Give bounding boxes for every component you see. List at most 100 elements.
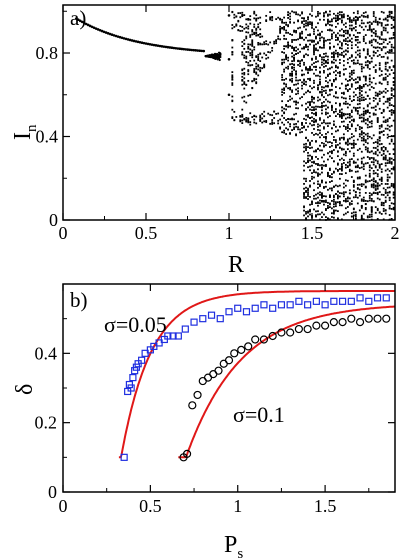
- chaos-point: [253, 10, 256, 13]
- chaos-point: [267, 51, 270, 53]
- chaos-point: [340, 82, 343, 85]
- chaos-point: [321, 122, 323, 125]
- chaos-point: [340, 120, 343, 123]
- chaos-point: [283, 107, 286, 110]
- chaos-point: [366, 142, 369, 145]
- chaos-point: [325, 137, 327, 140]
- chaos-point: [335, 69, 337, 72]
- chaos-point: [315, 202, 317, 205]
- chaos-point: [289, 72, 291, 75]
- chaos-point: [303, 177, 305, 180]
- chaos-point: [366, 216, 369, 219]
- chaos-point: [386, 133, 389, 136]
- chaos-point: [327, 106, 329, 109]
- chaos-point: [305, 22, 307, 25]
- chaos-point: [333, 111, 335, 114]
- chaos-point: [313, 182, 315, 185]
- chaos-point: [287, 25, 289, 28]
- chaos-point: [261, 67, 264, 70]
- chaos-point: [362, 107, 365, 110]
- chaos-point: [374, 52, 377, 54]
- chaos-point: [331, 127, 333, 130]
- chaos-point: [356, 87, 359, 89]
- chaos-point: [360, 67, 363, 70]
- chaos-point: [327, 188, 329, 191]
- chaos-point: [368, 121, 371, 124]
- chaos-point: [378, 184, 381, 187]
- chaos-point: [293, 21, 295, 24]
- chaos-point: [358, 183, 361, 186]
- chaos-point: [313, 86, 315, 89]
- chaos-point: [331, 84, 333, 87]
- chaos-point: [344, 117, 347, 120]
- chaos-point: [273, 117, 276, 119]
- chaos-point: [350, 158, 353, 160]
- chaos-point: [289, 44, 291, 47]
- chaos-point: [313, 194, 315, 197]
- chaos-point: [374, 71, 377, 73]
- chaos-point: [354, 215, 357, 218]
- chaos-point: [356, 62, 359, 65]
- chaos-point: [287, 31, 289, 34]
- chaos-point: [241, 29, 244, 32]
- chaos-point: [331, 176, 333, 179]
- chaos-point: [346, 47, 349, 50]
- chaos-point: [366, 132, 369, 135]
- chaos-point: [376, 141, 379, 144]
- chaos-point: [386, 183, 389, 185]
- panel-a-ylabel-main: I: [10, 132, 36, 140]
- chaos-point: [283, 27, 286, 29]
- chaos-point: [313, 40, 315, 43]
- chaos-point: [366, 150, 369, 153]
- chaos-point: [285, 83, 288, 86]
- chaos-point: [374, 32, 377, 35]
- chaos-point: [335, 108, 337, 110]
- chaos-point: [281, 106, 284, 109]
- chaos-point: [331, 18, 333, 21]
- chaos-point: [329, 146, 331, 148]
- chaos-point: [372, 178, 375, 181]
- chaos-point: [291, 47, 293, 49]
- branch-point: [76, 18, 80, 22]
- chaos-point: [360, 86, 363, 88]
- branch-point: [190, 48, 194, 52]
- chaos-point: [392, 196, 395, 199]
- chaos-point: [285, 58, 288, 61]
- panel-a-frame: [62, 4, 396, 221]
- chaos-point: [354, 194, 357, 196]
- chaos-point: [315, 36, 317, 39]
- chaos-point: [346, 17, 349, 20]
- chaos-point: [336, 36, 339, 39]
- chaos-point: [372, 28, 375, 31]
- chaos-point: [382, 110, 385, 113]
- chaos-point: [307, 34, 309, 36]
- chaos-point: [243, 54, 246, 57]
- isolated-point: [227, 93, 231, 97]
- chaos-point: [317, 60, 319, 63]
- chaos-point: [289, 15, 291, 18]
- chaos-point: [388, 214, 391, 216]
- chaos-point: [309, 108, 311, 111]
- chaos-point: [384, 154, 387, 157]
- branch-point: [114, 34, 118, 38]
- chaos-point: [352, 95, 355, 98]
- chaos-point: [287, 105, 289, 108]
- chaos-point: [390, 161, 393, 163]
- chaos-point: [390, 167, 393, 170]
- chaos-point: [231, 71, 234, 74]
- square-point: [225, 308, 233, 316]
- chaos-point: [364, 192, 367, 194]
- chaos-point: [352, 179, 355, 182]
- chaos-point: [362, 212, 365, 215]
- chaos-point: [257, 41, 260, 44]
- chaos-point: [331, 106, 333, 109]
- chaos-point: [335, 141, 337, 143]
- chaos-point: [376, 121, 379, 123]
- chaos-point: [380, 176, 383, 179]
- chaos-point: [255, 34, 258, 37]
- chaos-point: [239, 115, 242, 117]
- chaos-point: [350, 200, 353, 203]
- chaos-point: [329, 115, 331, 117]
- chaos-point: [382, 102, 385, 105]
- chaos-point: [358, 135, 361, 138]
